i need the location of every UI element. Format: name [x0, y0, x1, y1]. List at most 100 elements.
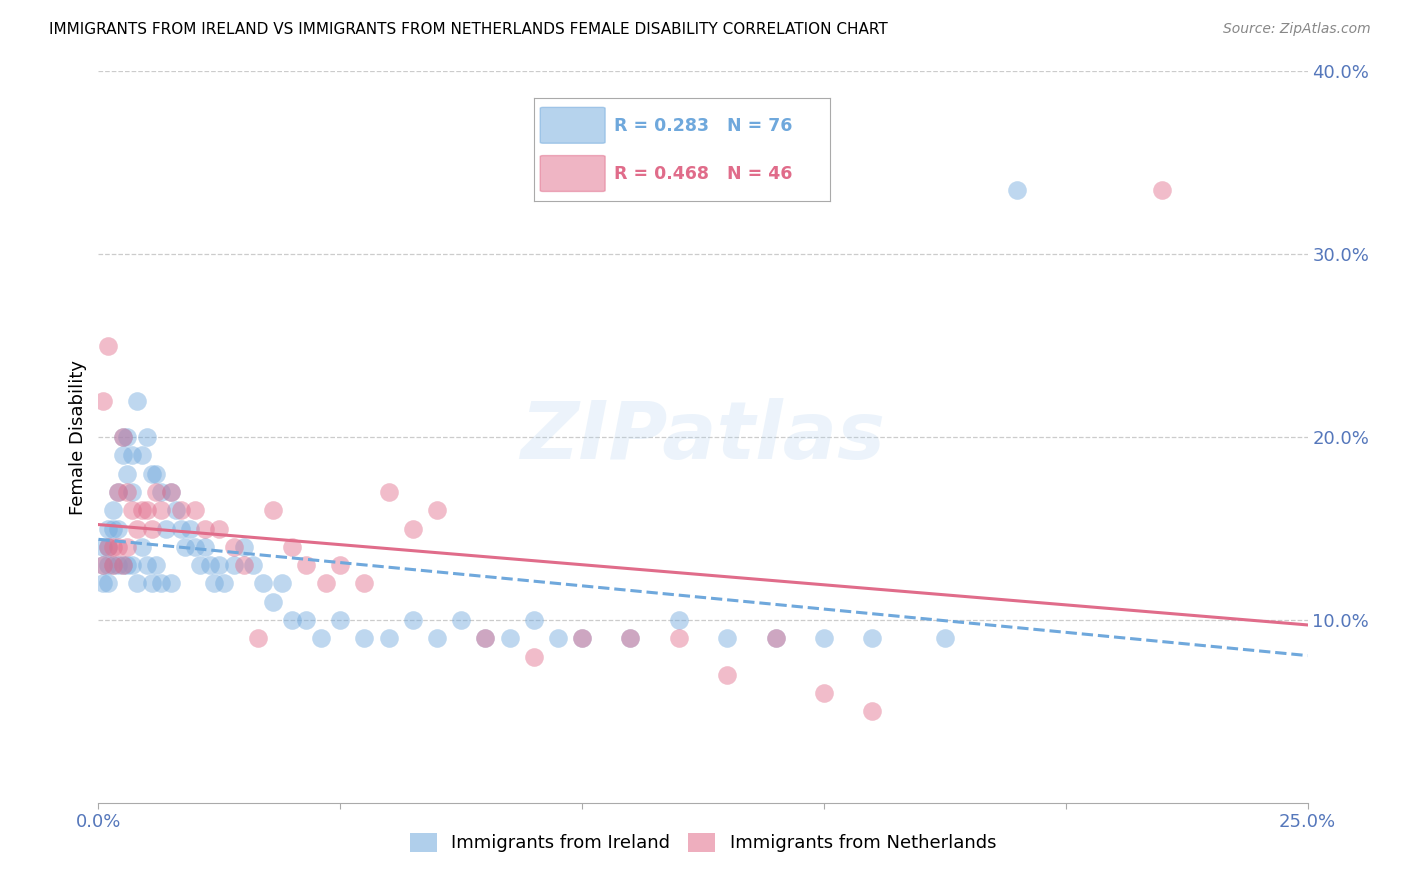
Point [107, 485, 129, 500]
Point [141, 576, 163, 591]
Point [716, 667, 738, 681]
Point [222, 558, 245, 573]
Point [101, 503, 124, 517]
Point [668, 632, 690, 646]
Point [194, 521, 217, 535]
Point [111, 558, 134, 573]
Text: R = 0.468   N = 46: R = 0.468 N = 46 [614, 164, 793, 183]
Point [353, 576, 375, 591]
Point [426, 503, 449, 517]
Point [765, 632, 787, 646]
Point [813, 686, 835, 700]
Point [150, 503, 173, 517]
Point [474, 632, 496, 646]
Point [117, 485, 139, 500]
Point [107, 521, 129, 535]
Text: Source: ZipAtlas.com: Source: ZipAtlas.com [1223, 22, 1371, 37]
Point [101, 540, 124, 554]
Point [295, 613, 318, 627]
Point [91, 558, 114, 573]
Point [160, 485, 183, 500]
Point [184, 540, 207, 554]
Point [402, 613, 425, 627]
Point [204, 576, 226, 591]
Point [402, 521, 425, 535]
Point [619, 632, 641, 646]
Point [934, 632, 956, 646]
Point [127, 576, 149, 591]
Point [97, 540, 120, 554]
Point [474, 632, 496, 646]
Point [97, 521, 120, 535]
Point [262, 503, 284, 517]
Point [117, 430, 139, 444]
Text: ZIPatlas: ZIPatlas [520, 398, 886, 476]
Point [571, 632, 593, 646]
Point [309, 632, 332, 646]
Text: IMMIGRANTS FROM IRELAND VS IMMIGRANTS FROM NETHERLANDS FEMALE DISABILITY CORRELA: IMMIGRANTS FROM IRELAND VS IMMIGRANTS FR… [49, 22, 889, 37]
Point [101, 521, 124, 535]
Point [188, 558, 211, 573]
Point [252, 576, 274, 591]
Point [523, 649, 546, 664]
Point [111, 430, 134, 444]
Point [117, 540, 139, 554]
Point [194, 540, 217, 554]
Point [141, 467, 163, 481]
Point [97, 338, 120, 352]
Point [121, 558, 143, 573]
FancyBboxPatch shape [540, 155, 605, 192]
Point [329, 613, 352, 627]
Point [353, 632, 375, 646]
Point [247, 632, 270, 646]
Text: R = 0.283   N = 76: R = 0.283 N = 76 [614, 117, 793, 135]
Point [281, 540, 304, 554]
Point [498, 632, 520, 646]
Point [377, 632, 399, 646]
Point [91, 576, 114, 591]
Point [271, 576, 294, 591]
Point [121, 485, 143, 500]
Point [813, 632, 835, 646]
Point [184, 503, 207, 517]
Point [329, 558, 352, 573]
Point [315, 576, 337, 591]
Point [131, 540, 153, 554]
Point [107, 558, 129, 573]
Point [135, 430, 157, 444]
Point [165, 503, 187, 517]
Y-axis label: Female Disability: Female Disability [69, 359, 87, 515]
Point [101, 558, 124, 573]
Point [242, 558, 264, 573]
Point [135, 503, 157, 517]
Point [450, 613, 472, 627]
Point [97, 576, 120, 591]
Point [222, 540, 245, 554]
Point [212, 576, 235, 591]
Point [619, 632, 641, 646]
Point [101, 558, 124, 573]
Point [860, 705, 883, 719]
Point [145, 467, 167, 481]
Point [117, 558, 139, 573]
Point [377, 485, 399, 500]
Point [668, 613, 690, 627]
Point [145, 558, 167, 573]
Point [150, 485, 173, 500]
Point [765, 632, 787, 646]
Point [262, 594, 284, 608]
Point [135, 558, 157, 573]
Point [169, 521, 191, 535]
Point [131, 448, 153, 462]
Point [121, 448, 143, 462]
Point [232, 558, 254, 573]
Point [97, 558, 120, 573]
Point [155, 521, 177, 535]
Point [281, 613, 304, 627]
Point [127, 393, 149, 408]
Point [131, 503, 153, 517]
Point [91, 558, 114, 573]
Point [150, 576, 173, 591]
Point [426, 632, 449, 646]
Point [145, 485, 167, 500]
